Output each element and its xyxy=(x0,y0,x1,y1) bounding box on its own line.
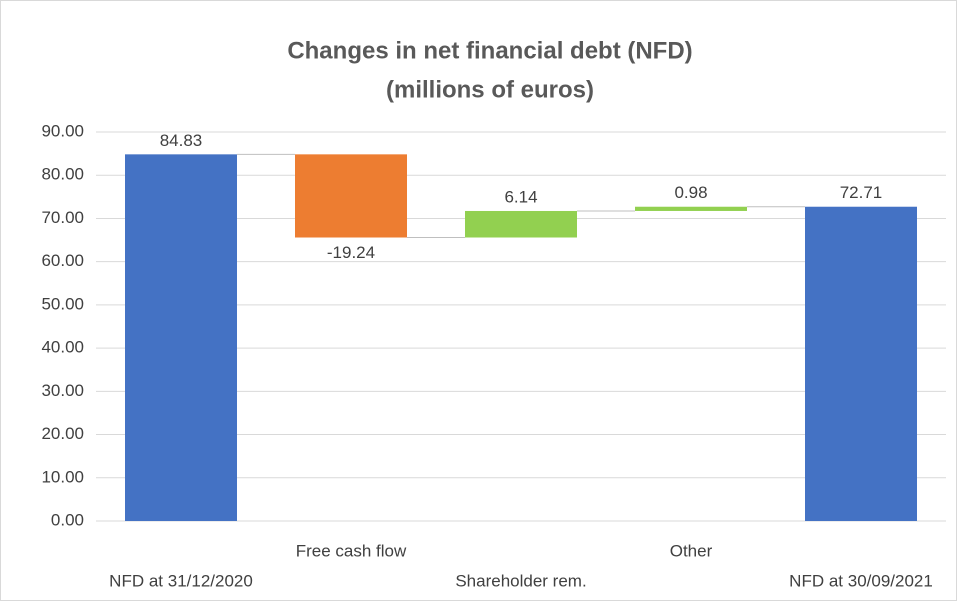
y-tick-label: 90.00 xyxy=(41,121,84,140)
x-tick-label: Free cash flow xyxy=(296,541,407,560)
y-tick-label: 40.00 xyxy=(41,338,84,357)
y-tick-label: 50.00 xyxy=(41,294,84,313)
y-tick-label: 60.00 xyxy=(41,251,84,270)
y-tick-label: 30.00 xyxy=(41,381,84,400)
bar xyxy=(125,154,237,521)
bar xyxy=(805,206,917,522)
y-tick-label: 10.00 xyxy=(41,467,84,486)
x-tick-label: Other xyxy=(670,541,713,560)
data-label: -19.24 xyxy=(327,243,375,262)
bar xyxy=(295,154,407,238)
data-label: 6.14 xyxy=(504,187,537,206)
bar xyxy=(635,206,747,211)
y-tick-label: 20.00 xyxy=(41,424,84,443)
y-tick-label: 70.00 xyxy=(41,208,84,227)
x-tick-label: NFD at 31/12/2020 xyxy=(109,571,253,590)
bar xyxy=(465,210,577,238)
chart-title: Changes in net financial debt (NFD) xyxy=(287,37,692,64)
chart-subtitle: (millions of euros) xyxy=(386,76,594,103)
data-label: 72.71 xyxy=(840,183,883,202)
y-tick-label: 0.00 xyxy=(51,510,84,529)
x-tick-label: NFD at 30/09/2021 xyxy=(789,571,933,590)
x-tick-label: Shareholder rem. xyxy=(455,571,586,590)
data-label: 0.98 xyxy=(674,183,707,202)
y-tick-label: 80.00 xyxy=(41,165,84,184)
data-label: 84.83 xyxy=(160,131,203,150)
